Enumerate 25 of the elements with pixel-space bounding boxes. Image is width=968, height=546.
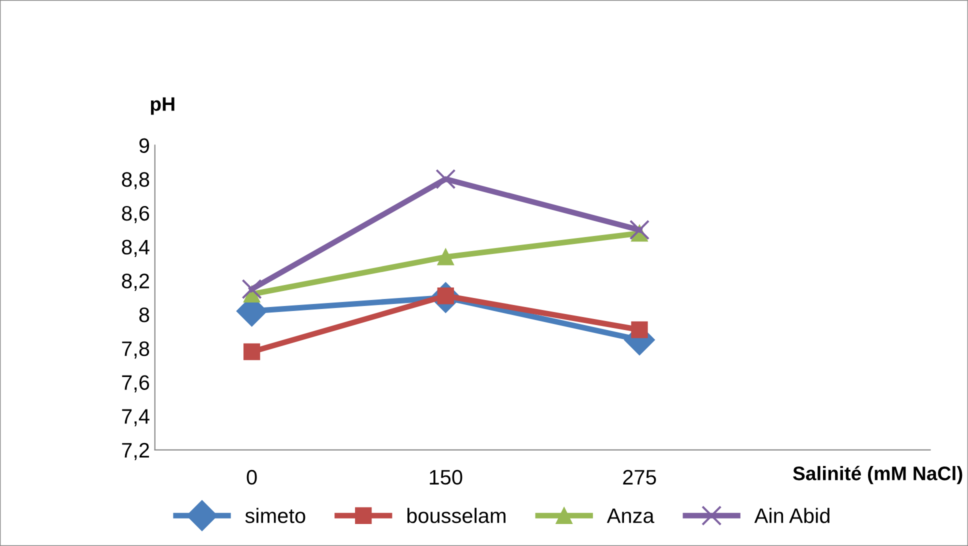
legend-label: Anza [606,508,654,524]
x-tick-label: 0 [246,470,257,485]
legend-label: simeto [245,508,306,524]
point [242,279,262,300]
point [629,220,650,240]
legend-label: Ain Abid [754,508,830,524]
x-tick-label: 275 [623,470,656,485]
x-axis-title: Salinité (mM NaCl) [793,466,962,484]
point [631,321,648,338]
x-tick-label: 150 [430,470,462,485]
y-tick-label: 7,2 [122,442,149,460]
y-tick-label: 7,4 [122,409,150,426]
point [436,169,456,190]
y-tick-label: 9 [139,138,150,153]
point [437,248,454,266]
y-tick-label: 7,6 [122,375,150,392]
y-axis-title: pH [150,97,174,115]
point [243,343,260,360]
y-tick-label: 8,2 [122,274,149,291]
y-tick-label: 8,6 [122,206,150,224]
y-tick-label: 7,8 [122,341,150,359]
y-tick-label: 8 [139,307,150,322]
legend-label: bousselam [407,508,506,524]
y-tick-label: 8,4 [122,240,150,258]
y-tick-label: 8,8 [122,172,150,190]
